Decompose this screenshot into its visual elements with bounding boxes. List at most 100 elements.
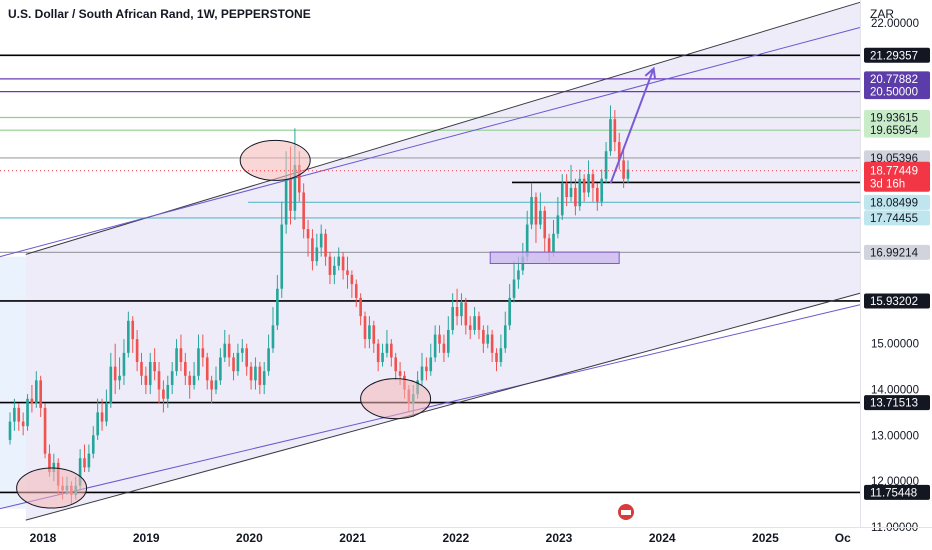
candle-body (48, 453, 51, 473)
candle-body (503, 325, 507, 349)
x-tick-label: 2020 (236, 531, 263, 545)
channel-line-mid[interactable] (0, 27, 861, 258)
candle-body (613, 119, 617, 143)
candle-body (140, 362, 143, 376)
candle-body (591, 174, 595, 188)
candle-body (131, 320, 135, 340)
candle-body (214, 380, 218, 390)
candle-body (39, 380, 42, 408)
y-tick-label: 14.00000 (871, 385, 919, 397)
price-level-label-bg (864, 84, 930, 100)
candle-body (451, 307, 454, 330)
candle-body (385, 343, 389, 353)
candle-body (442, 343, 446, 353)
candle-body (543, 210, 547, 239)
candle-body (455, 307, 459, 317)
candle-body (333, 265, 336, 275)
candle-body (245, 348, 248, 367)
candle-body (113, 366, 117, 381)
candle-body (394, 357, 398, 372)
candle-body (547, 238, 551, 253)
channel-line-mid-low[interactable] (0, 304, 861, 510)
currency-label[interactable]: ZAR (870, 7, 894, 21)
candle-body (315, 247, 319, 262)
candle-body (324, 233, 327, 257)
highlight-ellipse[interactable] (239, 139, 311, 181)
price-level-label: 19.93615 (870, 112, 918, 124)
candle-body (240, 348, 244, 353)
candle-body (21, 421, 25, 427)
candle-body (284, 178, 288, 225)
candle-body (166, 384, 170, 399)
price-level-label: 21.29357 (870, 50, 918, 62)
candle-body (587, 174, 590, 193)
price-level-label-bg (864, 47, 930, 63)
candle-body (565, 183, 568, 198)
candle-body (262, 371, 266, 385)
y-tick-label: 13.00000 (871, 430, 919, 442)
candle-body (482, 329, 485, 344)
candle-body (227, 343, 231, 358)
candle-body (26, 398, 29, 427)
candle-body (17, 407, 21, 422)
candle-body (486, 334, 490, 344)
candle-body (153, 362, 156, 372)
candle-body (495, 352, 498, 363)
candle-body (267, 348, 270, 372)
price-level-label: 20.50000 (870, 87, 918, 99)
projection-arrow-head[interactable] (644, 66, 657, 80)
candle-body (162, 389, 165, 399)
candle-body (254, 366, 257, 381)
price-level-label: 20.77882 (870, 74, 918, 86)
projection-arrow-line[interactable] (609, 68, 655, 184)
candle-body (319, 233, 323, 248)
candle-body (201, 348, 205, 358)
candle-body (337, 256, 341, 266)
price-level-label-bg (864, 194, 930, 210)
candle-body (341, 256, 345, 271)
support-zone-box[interactable] (489, 251, 620, 264)
price-level-label-bg (864, 71, 930, 87)
candle-body (96, 412, 99, 436)
candle-body (372, 325, 376, 344)
candle-body (354, 284, 358, 298)
candle-body (311, 238, 314, 262)
bar-countdown-label: 3d 16h (870, 179, 905, 191)
candle-body (197, 348, 200, 376)
candle-body (157, 371, 161, 390)
candle-body (302, 192, 305, 230)
candle-body (569, 187, 573, 198)
channel-line-lower[interactable] (25, 292, 861, 521)
price-level-label-bg (864, 109, 930, 125)
candle-body (293, 164, 297, 211)
candle-body (499, 348, 503, 363)
candle-body (390, 343, 393, 358)
candle-body (306, 229, 310, 239)
candle-body (350, 274, 354, 285)
candle-body (232, 357, 235, 372)
candle-body (118, 375, 121, 381)
chart-title: U.S. Dollar / South African Rand, 1W, PE… (8, 7, 311, 21)
candle-body (148, 362, 152, 385)
candle-body (8, 421, 12, 440)
highlight-ellipse[interactable] (16, 467, 88, 509)
highlight-ellipse[interactable] (360, 378, 432, 420)
candle-body (534, 197, 538, 225)
candle-body (530, 197, 533, 225)
price-level-label: 15.93202 (870, 296, 918, 308)
candle-body (109, 366, 113, 404)
current-price-tag (864, 161, 930, 192)
candle-body (280, 224, 284, 289)
candle-body (184, 362, 187, 376)
price-level-label: 19.65954 (870, 125, 919, 137)
price-level-label: 13.71513 (870, 398, 918, 410)
candle-body (258, 366, 262, 385)
candle-body (144, 375, 148, 385)
candle-body (617, 142, 621, 161)
y-tick-label: 22.00000 (871, 18, 919, 30)
candle-body (376, 343, 380, 363)
candle-body (249, 366, 253, 381)
candle-body (179, 348, 183, 363)
